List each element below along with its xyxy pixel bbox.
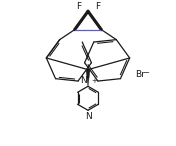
Text: N: N <box>85 112 91 121</box>
Text: N: N <box>80 76 87 85</box>
Text: F: F <box>95 2 100 11</box>
Text: −: − <box>143 70 149 76</box>
Polygon shape <box>86 70 90 86</box>
Text: F: F <box>76 2 81 11</box>
Text: +: + <box>91 78 97 84</box>
Text: Br: Br <box>135 70 144 79</box>
